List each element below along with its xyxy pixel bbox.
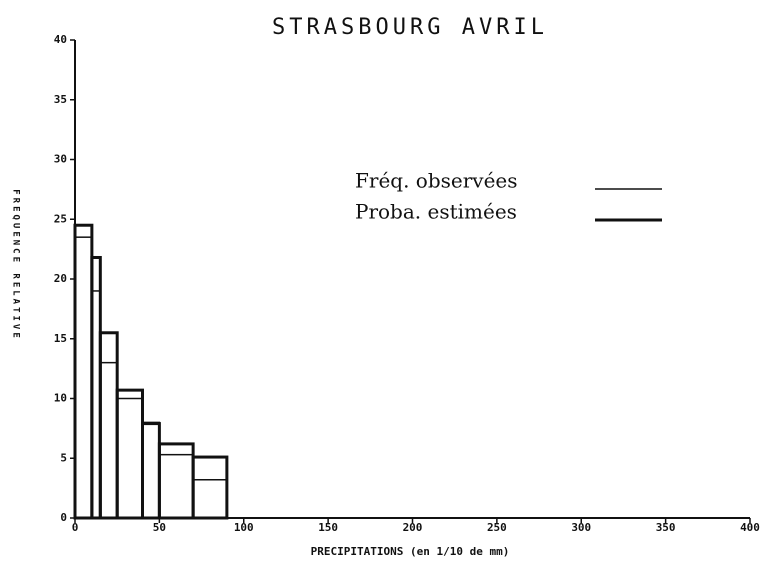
histogram-bar bbox=[141, 421, 161, 519]
histogram-bar bbox=[98, 331, 119, 520]
chart-title: STRASBOURG AVRIL bbox=[272, 15, 548, 40]
x-axis-label: PRECIPITATIONS (en 1/10 de mm) bbox=[311, 545, 510, 558]
histogram-bar bbox=[99, 361, 118, 519]
y-tick-label: 35 bbox=[54, 93, 67, 106]
x-tick-label: 300 bbox=[571, 521, 591, 534]
y-tick-label: 20 bbox=[54, 272, 67, 285]
legend-label: Proba. estimées bbox=[355, 200, 517, 224]
y-tick-label: 0 bbox=[60, 511, 67, 524]
histogram-bar bbox=[74, 236, 93, 519]
y-tick-label: 40 bbox=[54, 33, 67, 46]
histogram-bar bbox=[73, 223, 94, 520]
x-tick-label: 100 bbox=[234, 521, 254, 534]
histogram-bar bbox=[116, 397, 144, 519]
y-tick-label: 5 bbox=[60, 451, 67, 464]
x-tick-label: 50 bbox=[153, 521, 166, 534]
histogram-bar bbox=[158, 453, 194, 519]
histogram-bar bbox=[192, 479, 228, 519]
y-axis-label: FREQUENCE RELATIVE bbox=[11, 189, 21, 341]
x-tick-label: 400 bbox=[740, 521, 760, 534]
legend-label: Fréq. observées bbox=[355, 169, 518, 193]
histogram-bar bbox=[141, 422, 161, 520]
y-tick-label: 30 bbox=[54, 153, 67, 166]
x-tick-label: 0 bbox=[72, 521, 79, 534]
x-tick-label: 250 bbox=[487, 521, 507, 534]
x-tick-label: 200 bbox=[403, 521, 423, 534]
histogram-bar bbox=[115, 388, 144, 520]
histogram-bar bbox=[191, 455, 229, 520]
y-tick-label: 15 bbox=[54, 332, 67, 345]
y-tick-label: 10 bbox=[54, 392, 67, 405]
x-tick-label: 350 bbox=[656, 521, 676, 534]
y-tick-label: 25 bbox=[54, 212, 67, 225]
x-tick-label: 150 bbox=[318, 521, 338, 534]
